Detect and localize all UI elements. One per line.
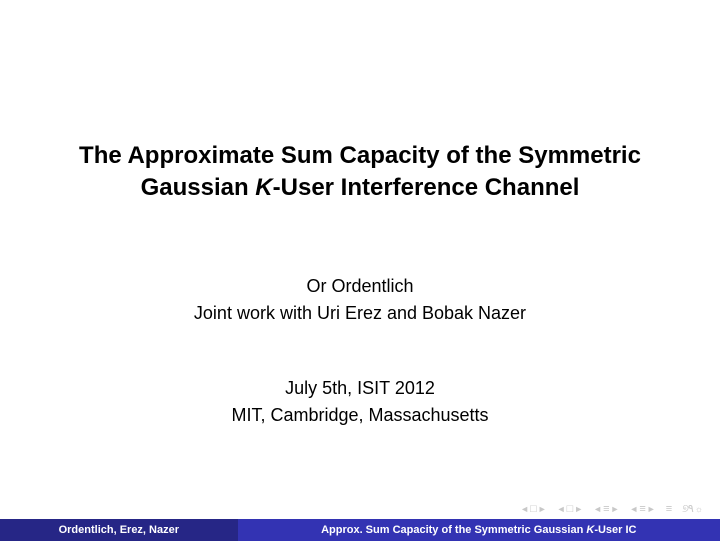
slide: The Approximate Sum Capacity of the Symm… <box>0 0 720 541</box>
footer: ◄□► ◄□► ◄≡► ◄≡► ≡ ୭۹☼ Ordentlich, Erez, … <box>0 499 720 541</box>
footline: Ordentlich, Erez, Nazer Approx. Sum Capa… <box>0 519 720 541</box>
footline-title-pre: Approx. Sum Capacity of the Symmetric Ga… <box>321 524 586 536</box>
venue-date: July 5th, ISIT 2012 <box>231 375 488 402</box>
nav-next-slide-icon[interactable]: ◄≡► <box>629 503 655 515</box>
title-line2: Gaussian K-User Interference Channel <box>79 172 641 204</box>
footline-title: Approx. Sum Capacity of the Symmetric Ga… <box>238 519 720 541</box>
authors-block: Or Ordentlich Joint work with Uri Erez a… <box>194 273 526 327</box>
nav-prev-slide-icon[interactable]: ◄≡► <box>593 503 619 515</box>
title-line2-post: -User Interference Channel <box>273 174 580 201</box>
nav-first-icon[interactable]: ◄□► <box>520 503 547 515</box>
title-line2-italic: K <box>255 174 272 201</box>
title-line1: The Approximate Sum Capacity of the Symm… <box>79 140 641 172</box>
nav-prev-section-icon[interactable]: ◄□► <box>557 503 584 515</box>
nav-back-icon[interactable]: ୭۹☼ <box>682 502 702 516</box>
venue-location: MIT, Cambridge, Massachusetts <box>231 402 488 429</box>
venue-block: July 5th, ISIT 2012 MIT, Cambridge, Mass… <box>231 375 488 429</box>
footline-authors: Ordentlich, Erez, Nazer <box>0 519 238 541</box>
title-line2-pre: Gaussian <box>141 174 256 201</box>
coauthors: Joint work with Uri Erez and Bobak Nazer <box>194 300 526 327</box>
title-block: The Approximate Sum Capacity of the Symm… <box>39 140 681 205</box>
footline-title-post: -User IC <box>594 524 636 536</box>
nav-mode-icon[interactable]: ≡ <box>666 503 672 515</box>
author-name: Or Ordentlich <box>194 273 526 300</box>
nav-icons: ◄□► ◄□► ◄≡► ◄≡► ≡ ୭۹☼ <box>0 499 720 519</box>
